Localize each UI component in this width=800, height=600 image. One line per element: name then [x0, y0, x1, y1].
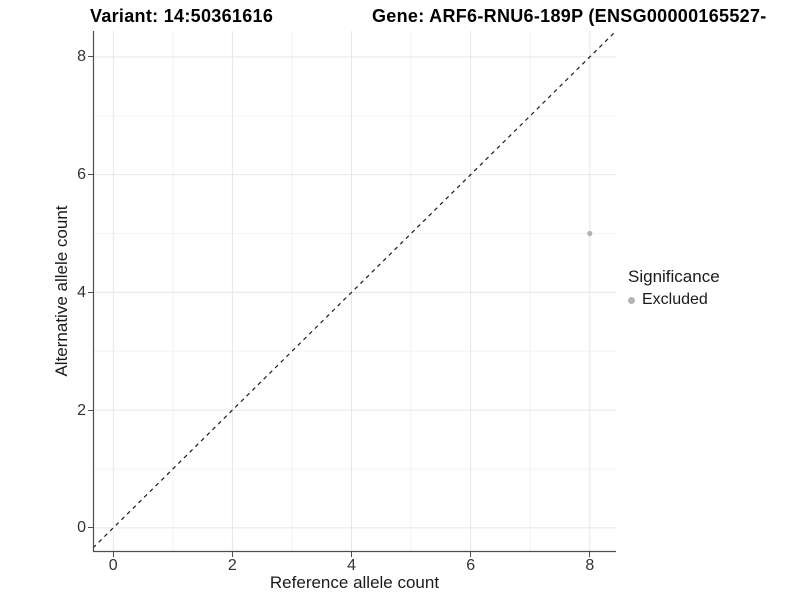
- x-tick-label: 2: [227, 557, 237, 574]
- data-point: [587, 230, 593, 237]
- x-tick-label: 0: [108, 557, 118, 574]
- plot-panel: [92, 30, 617, 553]
- y-tick-label: 8: [77, 48, 86, 66]
- x-tick-mark: [589, 552, 591, 557]
- legend-item: Excluded: [628, 290, 720, 310]
- x-tick-label: 4: [347, 557, 356, 574]
- identity-reference-line: [92, 30, 617, 549]
- legend-item-label: Excluded: [642, 291, 708, 308]
- y-tick-label: 4: [77, 283, 86, 301]
- variant-title: Variant: 14:50361616: [90, 6, 274, 26]
- legend-items: Excluded: [628, 290, 720, 310]
- y-tick-mark: [88, 56, 93, 58]
- y-tick-label: 6: [77, 166, 86, 184]
- x-tick-mark: [231, 552, 233, 557]
- legend-key-dot-icon: [628, 296, 635, 304]
- y-tick-label: 2: [77, 401, 86, 419]
- y-tick-mark: [88, 291, 93, 293]
- legend: Significance Excluded: [628, 267, 720, 310]
- y-tick-mark: [88, 527, 93, 529]
- scatter-plot-canvas: [92, 30, 617, 553]
- x-tick-label: 8: [585, 557, 595, 574]
- x-tick-mark: [470, 552, 472, 557]
- gene-title: Gene: ARF6-RNU6-189P (ENSG00000165527-: [372, 6, 767, 26]
- x-tick-mark: [351, 552, 353, 557]
- x-axis-title: Reference allele count: [269, 573, 440, 592]
- x-tick-mark: [112, 552, 114, 557]
- y-tick-label: 0: [77, 519, 86, 537]
- x-tick-label: 6: [466, 557, 476, 574]
- y-tick-mark: [88, 409, 93, 411]
- legend-title: Significance: [628, 267, 720, 286]
- y-tick-mark: [88, 174, 93, 176]
